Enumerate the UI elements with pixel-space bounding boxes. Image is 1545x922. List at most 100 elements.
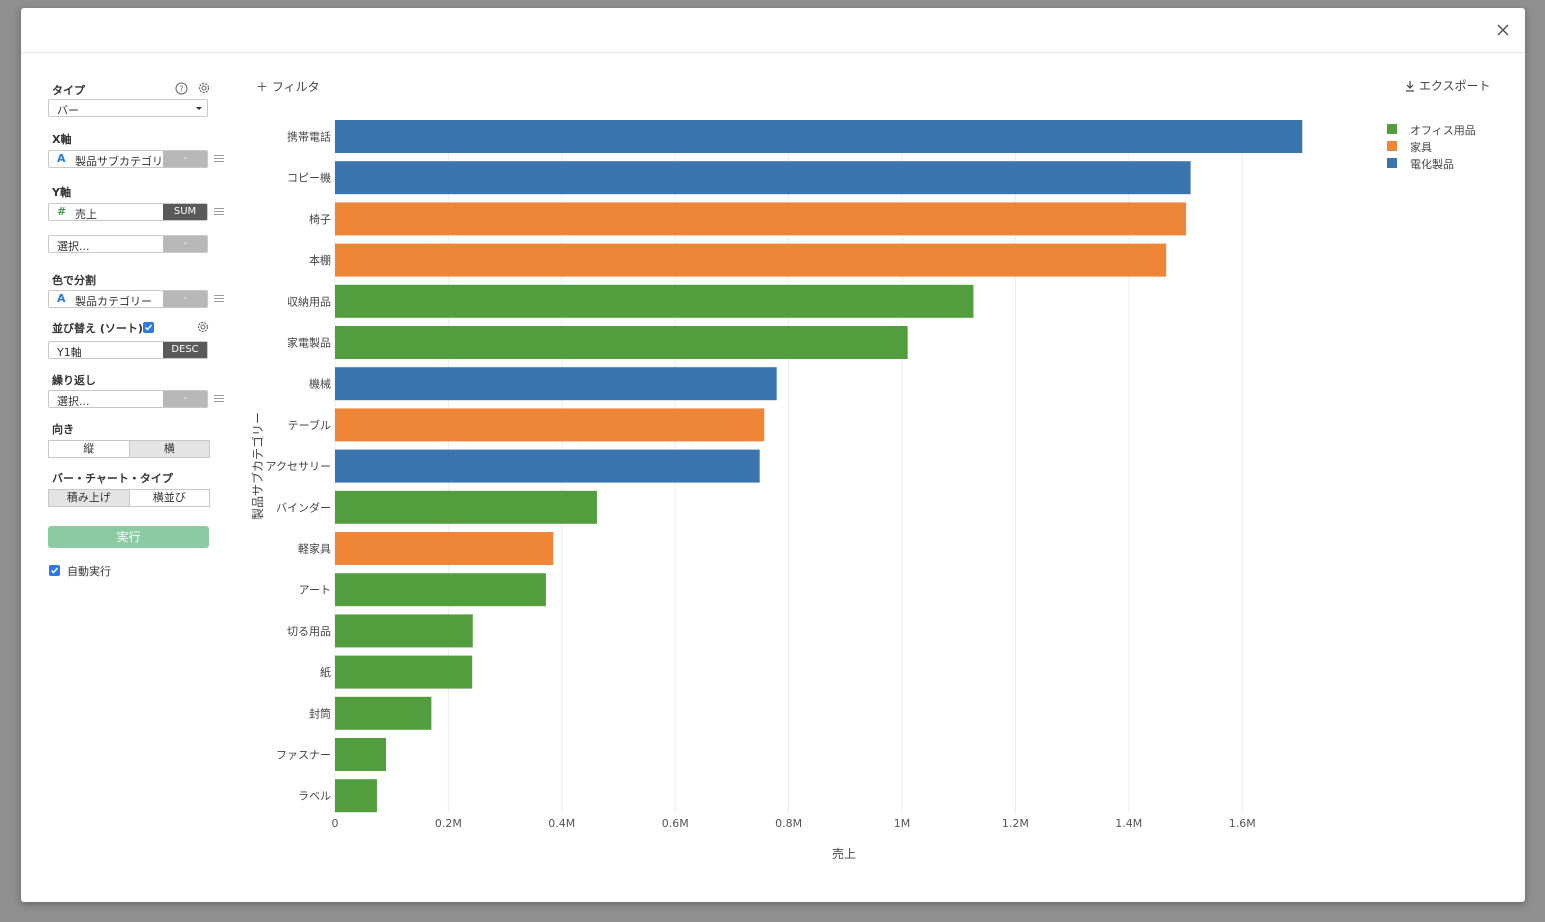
caret-down-icon [196, 107, 202, 110]
plus-icon: ＋ [256, 80, 269, 94]
y-tick-label: 軽家具 [298, 542, 331, 556]
filter-button[interactable]: ＋ フィルタ [256, 78, 320, 95]
gear-icon[interactable] [196, 320, 210, 337]
sort-checkbox[interactable] [143, 322, 154, 333]
gear-icon[interactable] [197, 81, 211, 98]
bar[interactable] [335, 738, 387, 771]
sort-order-button[interactable]: DESC [163, 342, 207, 358]
bar[interactable] [335, 202, 1187, 236]
sort-label: 並び替え (ソート) [52, 322, 143, 335]
chart-dialog: タイプ ? バー X軸 A 製品サブカテゴリー - Y軸 # 売上 SUM 選択… [21, 8, 1525, 902]
drag-handle-icon[interactable] [214, 208, 224, 216]
close-icon[interactable] [1495, 22, 1511, 38]
orientation-toggle: 縦 横 [48, 440, 210, 458]
bar[interactable] [335, 326, 908, 359]
y-tick-label: 封筒 [309, 706, 331, 720]
xaxis-value: 製品サブカテゴリー [75, 155, 165, 168]
x-tick-label: 0.8M [775, 817, 802, 830]
bar[interactable] [335, 532, 554, 565]
bar[interactable] [335, 367, 777, 401]
type-label: タイプ [52, 84, 85, 97]
text-type-icon: A [57, 152, 66, 165]
y-tick-label: テーブル [288, 418, 331, 432]
bar-chart: 0 0.2M 0.4M 0.6M 0.8M 1M 1.2M 1.4M 1.6M 携帯電話コピー機椅… [250, 120, 1303, 861]
dialog-header [21, 8, 1525, 53]
xaxis-option-button[interactable]: - [163, 151, 207, 167]
bar[interactable] [335, 490, 597, 524]
filter-label: フィルタ [271, 80, 320, 94]
export-label: エクスポート [1418, 79, 1491, 93]
bar[interactable] [335, 243, 1167, 277]
x-tick-label: 1.6M [1229, 817, 1256, 830]
y-tick-label: バインダー [276, 500, 331, 514]
bar-type-toggle: 積み上げ 横並び [48, 489, 210, 507]
bar[interactable] [335, 161, 1191, 195]
legend-swatch [1387, 141, 1397, 151]
yaxis2-option-button[interactable]: - [163, 236, 207, 252]
chart-type-select[interactable]: バー [48, 99, 208, 117]
y-tick-label: 本棚 [309, 253, 331, 267]
y-tick-label: 紙 [320, 665, 331, 679]
repeat-placeholder: 選択... [57, 395, 90, 408]
x-axis-title: 売上 [832, 846, 856, 861]
yaxis2-field[interactable]: 選択... - [48, 235, 208, 253]
y-axis-title: 製品サブカテゴリー [250, 412, 265, 520]
auto-run-label: 自動実行 [67, 565, 111, 578]
bar-type-label: バー・チャート・タイプ [52, 472, 173, 485]
bar[interactable] [335, 408, 765, 442]
yaxis-field[interactable]: # 売上 SUM [48, 203, 208, 221]
repeat-option-button[interactable]: - [163, 391, 207, 407]
color-label: 色で分割 [52, 274, 96, 287]
auto-run-checkbox[interactable] [49, 565, 60, 576]
yaxis-label: Y軸 [52, 186, 71, 199]
x-tick-label: 0.4M [548, 817, 575, 830]
text-type-icon: A [57, 292, 66, 305]
orientation-vertical[interactable]: 縦 [48, 440, 130, 458]
bar[interactable] [335, 779, 377, 813]
bar[interactable] [335, 573, 546, 607]
x-tick-label: 1M [894, 817, 911, 830]
bar-type-stacked[interactable]: 積み上げ [48, 489, 130, 507]
yaxis-agg-button[interactable]: SUM [163, 204, 207, 220]
bar[interactable] [335, 284, 974, 318]
x-tick-label: 1.4M [1115, 817, 1142, 830]
y-tick-label: 収納用品 [287, 295, 331, 308]
drag-handle-icon[interactable] [214, 295, 224, 303]
help-icon[interactable]: ? [175, 82, 188, 98]
repeat-field[interactable]: 選択... - [48, 390, 208, 408]
y-tick-label: 機械 [309, 377, 331, 391]
y-tick-label: 家電製品 [287, 336, 331, 350]
xaxis-field[interactable]: A 製品サブカテゴリー - [48, 150, 208, 168]
y-tick-label: アクセサリー [266, 460, 331, 473]
bar[interactable] [335, 655, 473, 689]
y-tick-label: 切る用品 [287, 625, 331, 638]
y-tick-label: アート [299, 584, 331, 597]
legend-swatch [1387, 158, 1397, 168]
y-tick-label: 携帯電話 [287, 130, 331, 144]
drag-handle-icon[interactable] [214, 395, 224, 403]
x-tick-label: 0 [332, 817, 339, 830]
bar-type-grouped[interactable]: 横並び [129, 489, 210, 507]
export-button[interactable]: エクスポート [1405, 77, 1490, 95]
bar[interactable] [335, 614, 473, 648]
xaxis-label: X軸 [52, 133, 72, 146]
orientation-horizontal[interactable]: 横 [129, 440, 210, 458]
y-tick-label: コピー機 [287, 171, 331, 185]
run-button[interactable]: 実行 [48, 526, 209, 548]
x-tick-label: 0.2M [435, 817, 462, 830]
color-field[interactable]: A 製品カテゴリー - [48, 290, 208, 308]
sort-value: Y1軸 [57, 346, 82, 359]
sort-field[interactable]: Y1軸 DESC [48, 341, 208, 359]
color-option-button[interactable]: - [163, 291, 207, 307]
bar[interactable] [335, 449, 760, 483]
repeat-label: 繰り返し [52, 374, 96, 387]
orientation-label: 向き [52, 423, 74, 436]
y-tick-label: ラベル [298, 790, 331, 803]
legend-label: オフィス用品 [1410, 124, 1476, 137]
x-tick-label: 1.2M [1002, 817, 1029, 830]
drag-handle-icon[interactable] [214, 155, 224, 163]
bar[interactable] [335, 696, 432, 730]
x-tick-label: 0.6M [662, 817, 689, 830]
bar[interactable] [335, 120, 1303, 153]
yaxis2-placeholder: 選択... [57, 240, 90, 253]
